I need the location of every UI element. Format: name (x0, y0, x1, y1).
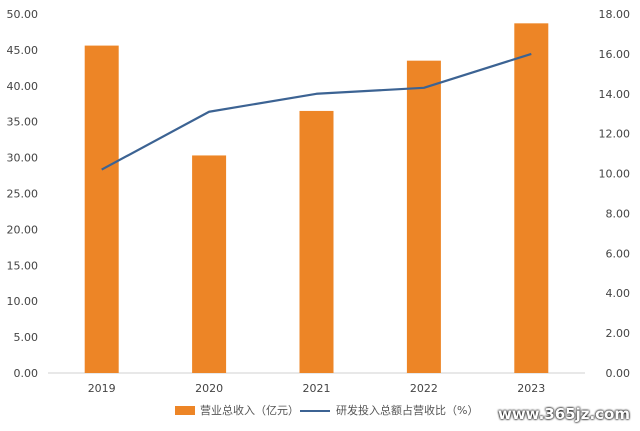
watermark: www.365jz.com (497, 405, 630, 423)
left-tick-label: 5.00 (14, 331, 39, 344)
bar (84, 45, 119, 373)
x-tick-label: 2019 (88, 382, 116, 395)
left-tick-label: 30.00 (7, 152, 39, 165)
legend-swatch-bar (175, 406, 195, 415)
left-tick-label: 10.00 (7, 295, 39, 308)
left-tick-label: 45.00 (7, 44, 39, 57)
line-path (101, 52, 532, 171)
right-tick-label: 18.00 (599, 8, 631, 21)
x-tick-label: 2023 (517, 382, 545, 395)
right-tick-label: 10.00 (599, 168, 631, 181)
right-tick-label: 8.00 (606, 207, 631, 220)
x-tick-label: 2021 (303, 382, 331, 395)
right-tick-label: 14.00 (599, 88, 631, 101)
bar (514, 23, 549, 374)
line-series (101, 52, 532, 171)
right-tick-label: 12.00 (599, 128, 631, 141)
bar (406, 60, 441, 374)
legend: 营业总收入（亿元） 研发投入总额占营收比（%） (175, 403, 478, 417)
x-tick-label: 2022 (410, 382, 438, 395)
left-tick-label: 0.00 (14, 367, 39, 380)
left-tick-label: 15.00 (7, 259, 39, 272)
x-axis: 2019 2020 2021 2022 2023 (88, 382, 546, 395)
right-tick-label: 2.00 (606, 327, 631, 340)
bar (192, 155, 227, 373)
left-axis: 0.00 5.00 10.00 15.00 20.00 25.00 30.00 35.00 40… (7, 8, 39, 380)
legend-label-line: 研发投入总额占营收比（%） (336, 403, 478, 417)
left-tick-label: 35.00 (7, 116, 39, 129)
bar-series (84, 23, 549, 374)
left-tick-label: 20.00 (7, 223, 39, 236)
right-axis: 0.00 2.00 4.00 6.00 8.00 10.00 12.00 14.00 16.00… (599, 8, 631, 380)
x-tick-label: 2020 (195, 382, 223, 395)
bar (299, 110, 334, 374)
left-tick-label: 50.00 (7, 8, 39, 21)
right-tick-label: 16.00 (599, 48, 631, 61)
right-tick-label: 0.00 (606, 367, 631, 380)
legend-label-bar: 营业总收入（亿元） (200, 403, 299, 417)
right-tick-label: 6.00 (606, 247, 631, 260)
right-tick-label: 4.00 (606, 287, 631, 300)
left-tick-label: 40.00 (7, 80, 39, 93)
left-tick-label: 25.00 (7, 188, 39, 201)
